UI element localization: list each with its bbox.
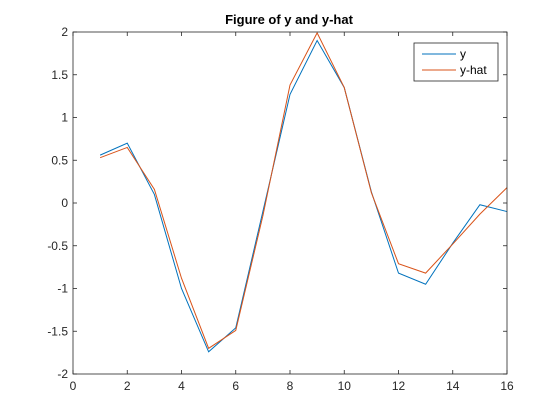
y-tick-label: -1 [57, 282, 68, 296]
x-tick-label: 12 [392, 379, 406, 393]
series-lines [99, 31, 508, 353]
y-tick-label: 1.5 [51, 68, 68, 82]
legend-box [413, 42, 499, 82]
x-tick-label: 16 [500, 379, 514, 393]
axes: 0 2 4 6 8 10 12 14 16 -2 -1.5 -1 -0.5 0 0.5 1 1.5 2 [47, 25, 514, 393]
y-tick-label: 0.5 [51, 153, 68, 167]
series-line-y-hat [99, 31, 508, 350]
x-tick-label: 2 [124, 379, 131, 393]
plot-area [73, 32, 507, 374]
legend-label-y-hat: y-hat [460, 63, 487, 77]
chart-title: Figure of y and y-hat [225, 12, 354, 27]
series-line-y [99, 39, 508, 353]
y-tick-label: 2 [61, 25, 68, 39]
x-tick-label: 0 [70, 379, 77, 393]
legend: y y-hat [413, 42, 499, 82]
x-tick-label: 6 [232, 379, 239, 393]
x-tick-label: 10 [338, 379, 352, 393]
x-tick-label: 8 [287, 379, 294, 393]
y-tick-label: -2 [57, 367, 68, 381]
y-tick-label: 0 [61, 196, 68, 210]
x-tick-label: 14 [446, 379, 460, 393]
y-tick-label: -1.5 [47, 324, 68, 338]
legend-label-y: y [460, 47, 466, 61]
y-tick-label: -0.5 [47, 239, 68, 253]
y-tick-label: 1 [61, 111, 68, 125]
x-tick-label: 4 [178, 379, 185, 393]
